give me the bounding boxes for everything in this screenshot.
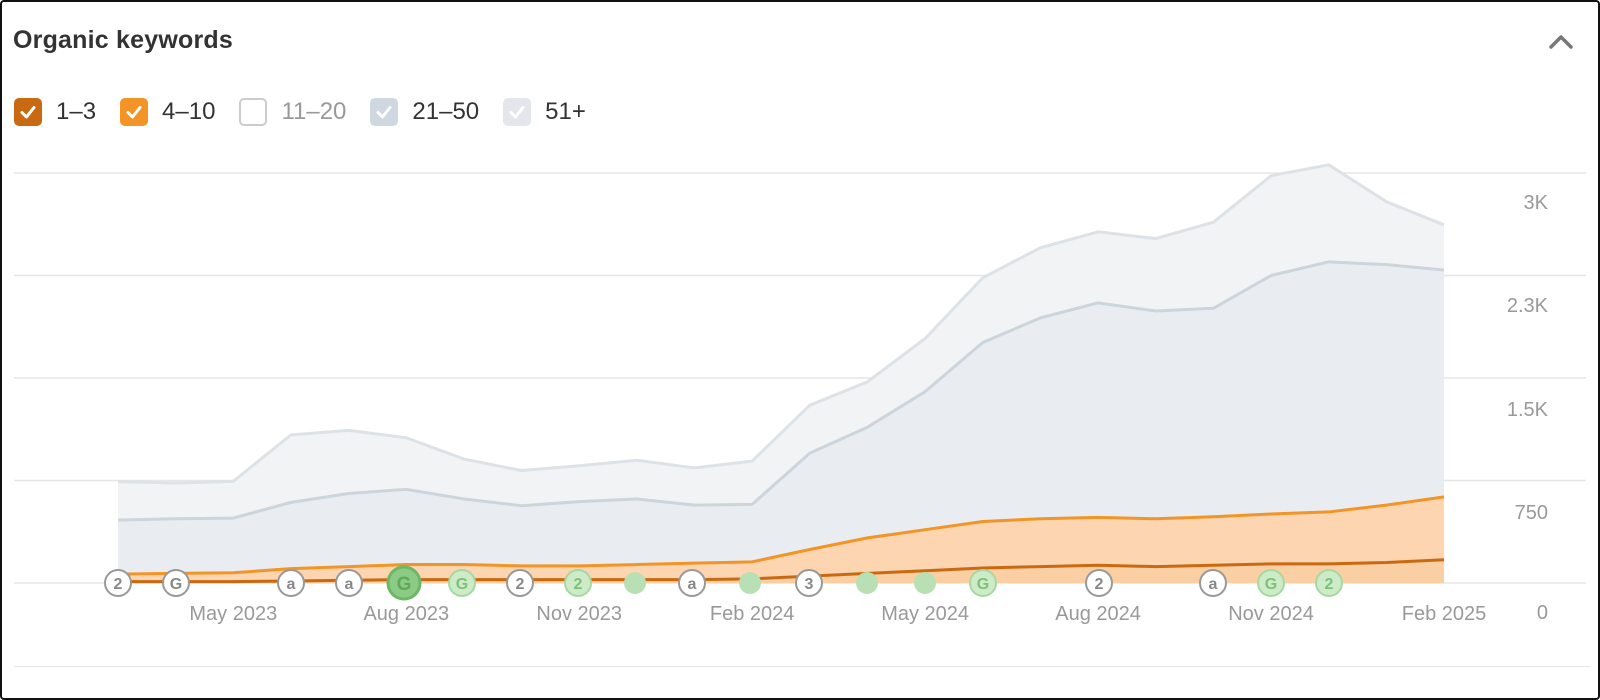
legend-label: 21–50 (412, 98, 480, 125)
event-marker (1199, 569, 1227, 597)
event-marker (1085, 569, 1113, 597)
event-marker (277, 569, 305, 597)
legend-label: 51+ (545, 98, 586, 125)
legend-item-1-3[interactable]: 1–3 (14, 98, 96, 126)
event-dot (739, 572, 761, 594)
legend-label: 4–10 (162, 98, 216, 125)
x-tick-label: May 2024 (881, 603, 969, 625)
x-tick-label: Feb 2024 (710, 603, 795, 625)
event-dot (624, 572, 646, 594)
marker-label: G (977, 576, 989, 593)
y-tick-label: 750 (1515, 502, 1548, 524)
series-line-51-plus (117, 163, 1445, 485)
marker-label: 2 (574, 576, 583, 593)
x-tick-label: Nov 2023 (536, 603, 622, 625)
marker-label: 3 (805, 576, 814, 593)
legend-item-11-20[interactable]: 11–20 (239, 98, 346, 126)
x-tick-label: May 2023 (189, 603, 277, 625)
event-marker (506, 569, 534, 597)
checkmark-icon (376, 106, 392, 119)
checkmark-icon (20, 106, 36, 119)
checkmark-icon (126, 106, 142, 119)
divider (14, 666, 1590, 667)
marker-label: G (456, 576, 468, 593)
chevron-up-icon[interactable] (1548, 32, 1574, 50)
event-marker (104, 569, 132, 597)
y-tick-label: 2.3K (1507, 295, 1549, 317)
marker-label: a (345, 576, 354, 593)
y-tick-label: 3K (1524, 192, 1549, 214)
x-tick-label: Aug 2024 (1055, 603, 1141, 625)
event-marker (795, 569, 823, 597)
checkbox-1-3[interactable] (14, 98, 42, 126)
x-tick-label: Aug 2023 (363, 603, 449, 625)
google-update-marker (448, 569, 476, 597)
legend-item-21-50[interactable]: 21–50 (370, 98, 479, 126)
checkmark-icon (509, 106, 525, 119)
google-update-marker (564, 569, 592, 597)
legend-label: 1–3 (56, 98, 97, 125)
marker-label: a (287, 576, 296, 593)
checkbox-51-plus[interactable] (503, 98, 532, 126)
marker-label: 2 (1325, 576, 1334, 593)
marker-label: 2 (1095, 576, 1104, 593)
legend-label: 11–20 (281, 98, 347, 125)
google-update-marker (1315, 569, 1343, 597)
series-legend: 1–3 4–10 11–20 21–50 51+ (14, 96, 610, 128)
legend-item-51-plus[interactable]: 51+ (503, 98, 586, 126)
area-21-50 (118, 261, 1444, 583)
checkbox-4-10[interactable] (120, 98, 149, 126)
marker-label: 2 (114, 576, 123, 593)
event-marker (678, 569, 706, 597)
event-marker (335, 569, 363, 597)
series-line-4-10 (117, 495, 1445, 576)
marker-label: a (688, 576, 697, 593)
checkbox-11-20[interactable] (239, 98, 268, 126)
checkbox-21-50[interactable] (370, 98, 399, 126)
x-tick-label: Nov 2024 (1228, 603, 1314, 625)
marker-label: G (397, 574, 412, 595)
y-tick-label: 1.5K (1507, 399, 1549, 421)
event-dot (856, 572, 878, 594)
y-tick-label: 0 (1537, 602, 1548, 624)
marker-label: G (170, 576, 182, 593)
marker-label: a (1209, 576, 1218, 593)
card-title: Organic keywords (13, 26, 233, 54)
google-update-marker (1257, 569, 1285, 597)
series-line-21-50 (117, 260, 1445, 522)
event-dot (914, 572, 936, 594)
marker-label: G (1265, 576, 1277, 593)
legend-item-4-10[interactable]: 4–10 (120, 98, 215, 126)
google-update-marker (386, 565, 422, 601)
event-marker (162, 569, 190, 597)
marker-label: 2 (516, 576, 525, 593)
x-tick-label: Feb 2025 (1402, 603, 1487, 625)
google-update-marker (969, 569, 997, 597)
